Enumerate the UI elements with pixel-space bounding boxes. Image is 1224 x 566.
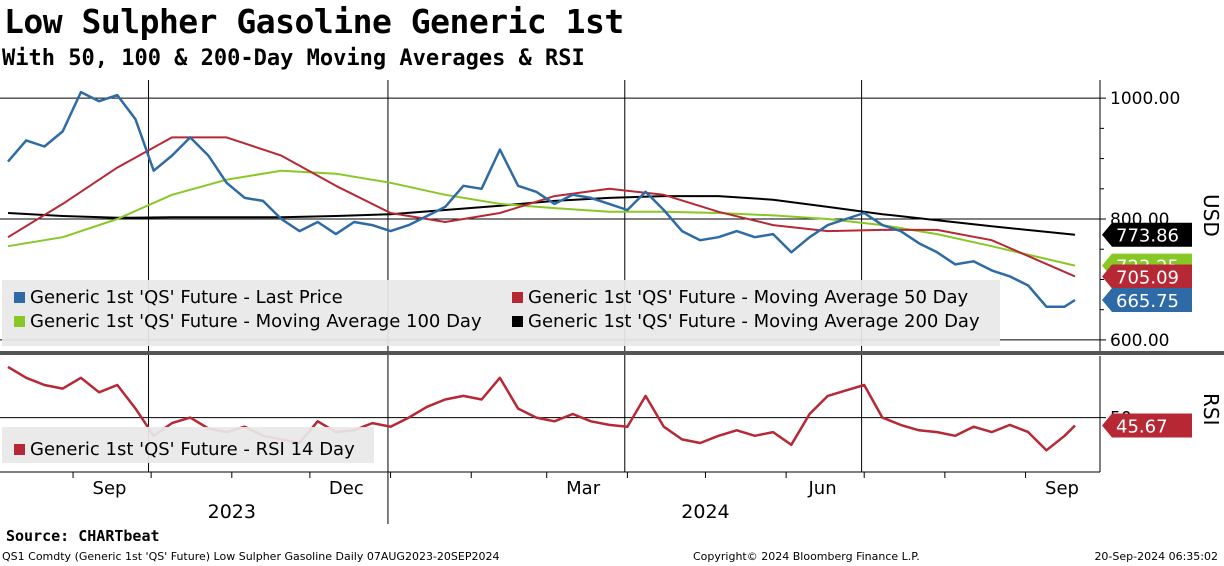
- rsi-legend-label: Generic 1st 'QS' Future - RSI 14 Day: [30, 439, 355, 460]
- series-line-ma100: [7, 169, 1076, 267]
- legend-label-ma100: Generic 1st 'QS' Future - Moving Average…: [30, 311, 482, 332]
- y-tick-label: 600.00: [1110, 331, 1169, 351]
- last-value-tag-price-shape: [1102, 288, 1192, 313]
- last-value-tag-ma200-shape: [1102, 222, 1192, 247]
- rsi-line: [7, 365, 1076, 452]
- x-tick-label: Sep: [93, 478, 127, 499]
- legend-swatch-price: [14, 292, 25, 303]
- x-tick-label: Mar: [566, 478, 601, 499]
- last-value-tag-rsi-text: 45.67: [1116, 416, 1168, 437]
- series-line-ma200: [7, 195, 1076, 236]
- y-tick-label: 1000.00: [1110, 89, 1180, 109]
- legend-label-price: Generic 1st 'QS' Future - Last Price: [30, 287, 343, 308]
- last-value-tag-ma200: 773.86: [1102, 222, 1192, 247]
- last-value-tag-price-text: 665.75: [1116, 291, 1179, 312]
- legend-swatch-ma50: [512, 292, 523, 303]
- last-value-tag-ma50-shape: [1102, 264, 1192, 289]
- panel-separator: [0, 351, 1224, 355]
- y-axis-title: USD: [1199, 194, 1223, 237]
- series-line-ma50: [7, 136, 1076, 278]
- footer-ticker-info: QS1 Comdty (Generic 1st 'QS' Future) Low…: [2, 550, 500, 563]
- x-tick-label: Jun: [808, 478, 837, 499]
- chart-title: Low Sulpher Gasoline Generic 1st: [4, 2, 624, 41]
- chart-canvas: 600.00800.001000.0050723.25705.09773.866…: [0, 80, 1224, 524]
- rsi-legend-swatch: [14, 444, 25, 455]
- last-value-tag-rsi-shape: [1102, 413, 1192, 438]
- last-value-tag-price: 665.75: [1102, 288, 1192, 313]
- series-line-price: [7, 90, 1076, 308]
- footer-timestamp: 20-Sep-2024 06:35:02: [1094, 550, 1218, 563]
- rsi-axis-title: RSI: [1199, 393, 1223, 426]
- x-year-label: 2024: [681, 501, 729, 523]
- x-year-label: 2023: [208, 501, 256, 523]
- x-tick-label: Dec: [329, 478, 364, 499]
- legend-box: [2, 280, 1000, 346]
- chart-subtitle: With 50, 100 & 200-Day Moving Averages &…: [2, 46, 585, 71]
- last-value-tag-rsi: 45.67: [1102, 413, 1192, 438]
- legend-swatch-ma200: [512, 316, 523, 327]
- last-value-tag-ma200-text: 773.86: [1116, 226, 1179, 247]
- legend-label-ma200: Generic 1st 'QS' Future - Moving Average…: [528, 311, 980, 332]
- rsi-legend-box: [2, 427, 374, 463]
- last-value-tag-ma50: 705.09: [1102, 264, 1192, 289]
- legend-swatch-ma100: [14, 316, 25, 327]
- legend-label-ma50: Generic 1st 'QS' Future - Moving Average…: [528, 287, 969, 308]
- x-tick-label: Sep: [1045, 478, 1079, 499]
- last-value-tag-ma50-text: 705.09: [1116, 267, 1179, 288]
- source-note: Source: CHARTbeat: [6, 527, 160, 545]
- footer-copyright: Copyright© 2024 Bloomberg Finance L.P.: [693, 550, 920, 563]
